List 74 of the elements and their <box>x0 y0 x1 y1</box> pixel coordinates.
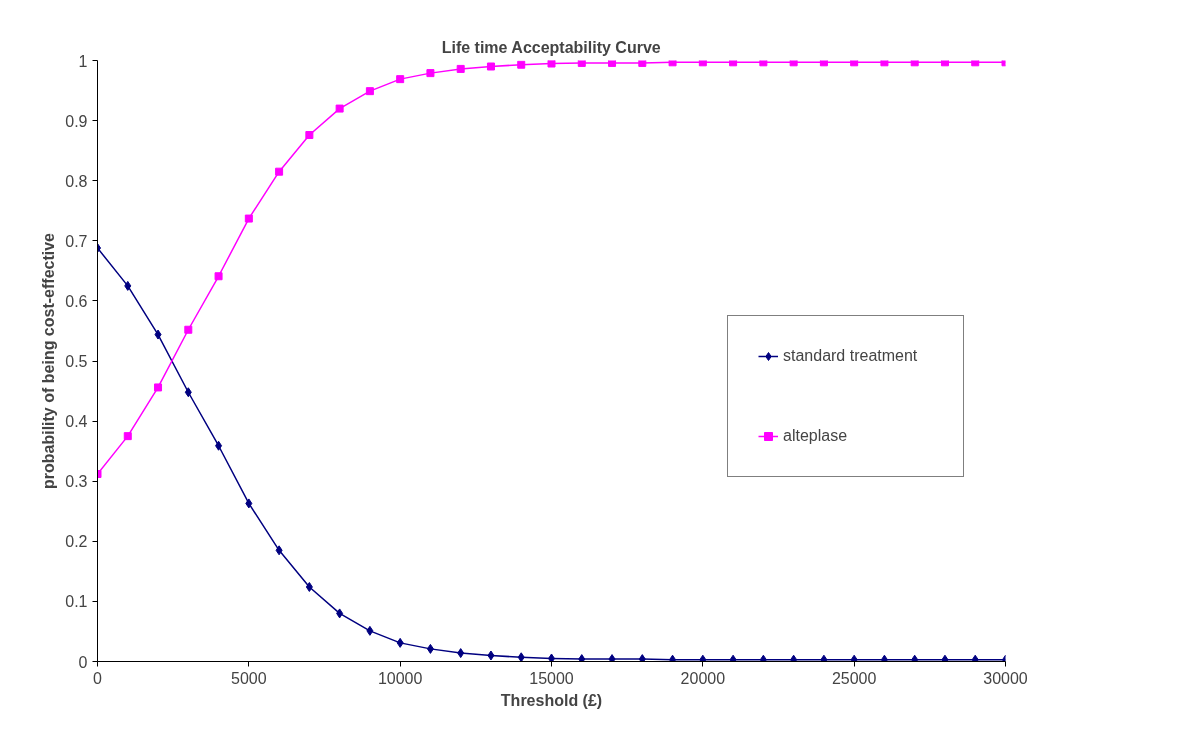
point <box>426 643 434 654</box>
x-tick-label: 0 <box>93 669 103 687</box>
point <box>244 214 253 223</box>
point <box>729 654 737 662</box>
point <box>548 653 555 662</box>
point <box>123 432 132 441</box>
point <box>880 60 889 67</box>
chart-title: Life time Acceptability Curve <box>441 38 661 56</box>
point <box>275 545 283 556</box>
point <box>789 60 798 67</box>
point <box>578 654 586 662</box>
x-tick-label: 15000 <box>529 669 574 687</box>
x-tick-label: 25000 <box>831 669 877 687</box>
point <box>305 581 313 592</box>
point <box>941 654 949 662</box>
y-tick-label: 0.5 <box>65 353 88 370</box>
point <box>426 69 435 78</box>
y-tick-label: 0 <box>78 653 88 671</box>
point <box>608 60 617 67</box>
point <box>699 654 707 662</box>
point <box>850 654 858 662</box>
point <box>880 654 888 662</box>
x-tick-label: 20000 <box>680 669 726 687</box>
point <box>335 104 344 113</box>
point <box>275 167 284 176</box>
y-tick-label: 0.9 <box>65 112 88 130</box>
point <box>487 650 495 661</box>
point <box>214 272 223 281</box>
point <box>396 75 405 84</box>
point <box>215 440 223 451</box>
y-tick-label: 0.1 <box>65 593 88 611</box>
x-tick-label: 30000 <box>983 669 1028 687</box>
point <box>638 654 646 662</box>
point <box>669 654 677 662</box>
point <box>486 62 495 71</box>
point <box>577 60 586 67</box>
point <box>547 60 556 68</box>
y-tick-label: 0.7 <box>65 232 88 250</box>
y-axis-title: probability of being cost-effective <box>40 232 58 490</box>
point <box>245 498 253 509</box>
point <box>336 608 344 619</box>
y-tick-label: 1 <box>78 52 88 70</box>
y-tick-label: 0.6 <box>65 292 88 310</box>
point <box>638 60 647 67</box>
y-tick-label: 0.2 <box>65 533 88 551</box>
point <box>759 654 767 662</box>
y-tick-label: 0.4 <box>65 413 88 431</box>
x-axis-title: Threshold (£) <box>500 691 603 709</box>
point <box>184 387 192 398</box>
point <box>759 60 768 67</box>
point <box>456 64 465 73</box>
point <box>457 648 465 659</box>
point <box>154 383 163 392</box>
point <box>971 654 979 662</box>
legend-label: alteplase <box>783 427 849 445</box>
point <box>820 654 828 662</box>
point <box>124 280 132 291</box>
point <box>517 652 525 662</box>
x-tick-label: 10000 <box>377 669 423 687</box>
point <box>365 87 374 96</box>
legend-label: standard treatment <box>783 347 919 365</box>
point <box>668 60 677 67</box>
point <box>154 329 162 340</box>
x-tick-label: 5000 <box>231 669 267 687</box>
point <box>517 60 526 69</box>
point <box>305 131 314 140</box>
y-tick-label: 0.3 <box>65 473 88 491</box>
point <box>790 654 798 662</box>
point <box>608 654 616 662</box>
y-tick-label: 0.8 <box>65 172 88 190</box>
point <box>366 625 374 636</box>
point <box>396 637 404 648</box>
point <box>911 654 919 662</box>
point <box>184 325 193 334</box>
